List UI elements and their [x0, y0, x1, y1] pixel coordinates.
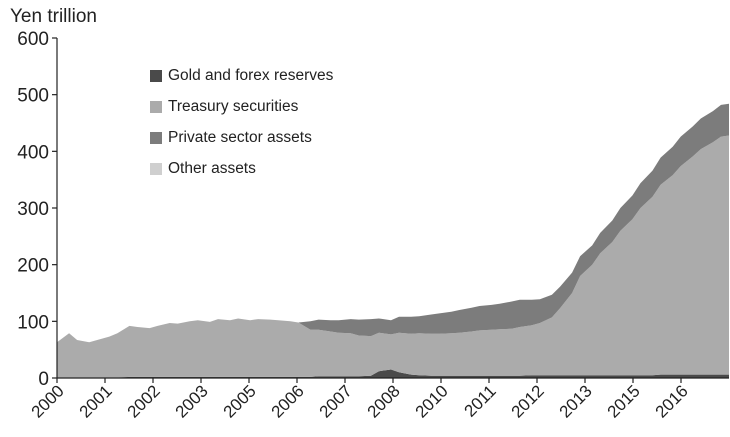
y-axis-unit-label: Yen trillion [10, 6, 97, 27]
x-tick-label: 2011 [461, 381, 500, 420]
legend-swatch [150, 100, 162, 113]
area-series-1 [57, 135, 729, 378]
x-tick-label: 2015 [604, 381, 644, 421]
legend-item: Private sector assets [150, 122, 333, 153]
legend-swatch [150, 162, 162, 175]
y-tick-label: 100 [17, 312, 49, 333]
y-tick-label: 0 [38, 369, 49, 390]
y-tick-label: 500 [17, 86, 49, 107]
y-tick-label: 400 [17, 142, 49, 163]
legend-label: Private sector assets [168, 128, 312, 146]
x-tick-label: 2016 [652, 381, 692, 421]
y-tick-label: 300 [17, 199, 49, 220]
legend-label: Treasury securities [168, 97, 299, 115]
x-tick-label: 2001 [76, 381, 116, 421]
x-tick-label: 2010 [412, 381, 452, 421]
legend-item: Treasury securities [150, 91, 333, 122]
x-tick-label: 2007 [316, 381, 356, 421]
x-tick-label: 2003 [172, 381, 212, 421]
legend-swatch [150, 69, 162, 82]
x-tick-label: 2005 [220, 381, 260, 421]
chart-legend: Gold and forex reserves Treasury securiti… [150, 60, 333, 184]
legend-swatch [150, 131, 162, 144]
legend-label: Gold and forex reserves [168, 66, 334, 84]
legend-item: Other assets [150, 153, 333, 184]
x-tick-label: 2012 [508, 381, 548, 421]
area-series-0 [57, 369, 729, 378]
x-tick-label: 2008 [364, 381, 404, 421]
x-tick-label: 2006 [268, 381, 308, 421]
x-tick-label: 2002 [124, 381, 164, 421]
x-tick-label: 2013 [556, 381, 596, 421]
y-tick-label: 600 [17, 29, 49, 50]
x-tick-label: 2000 [28, 381, 68, 421]
y-tick-label: 200 [17, 256, 49, 277]
legend-label: Other assets [168, 159, 256, 177]
legend-item: Gold and forex reserves [150, 60, 333, 91]
